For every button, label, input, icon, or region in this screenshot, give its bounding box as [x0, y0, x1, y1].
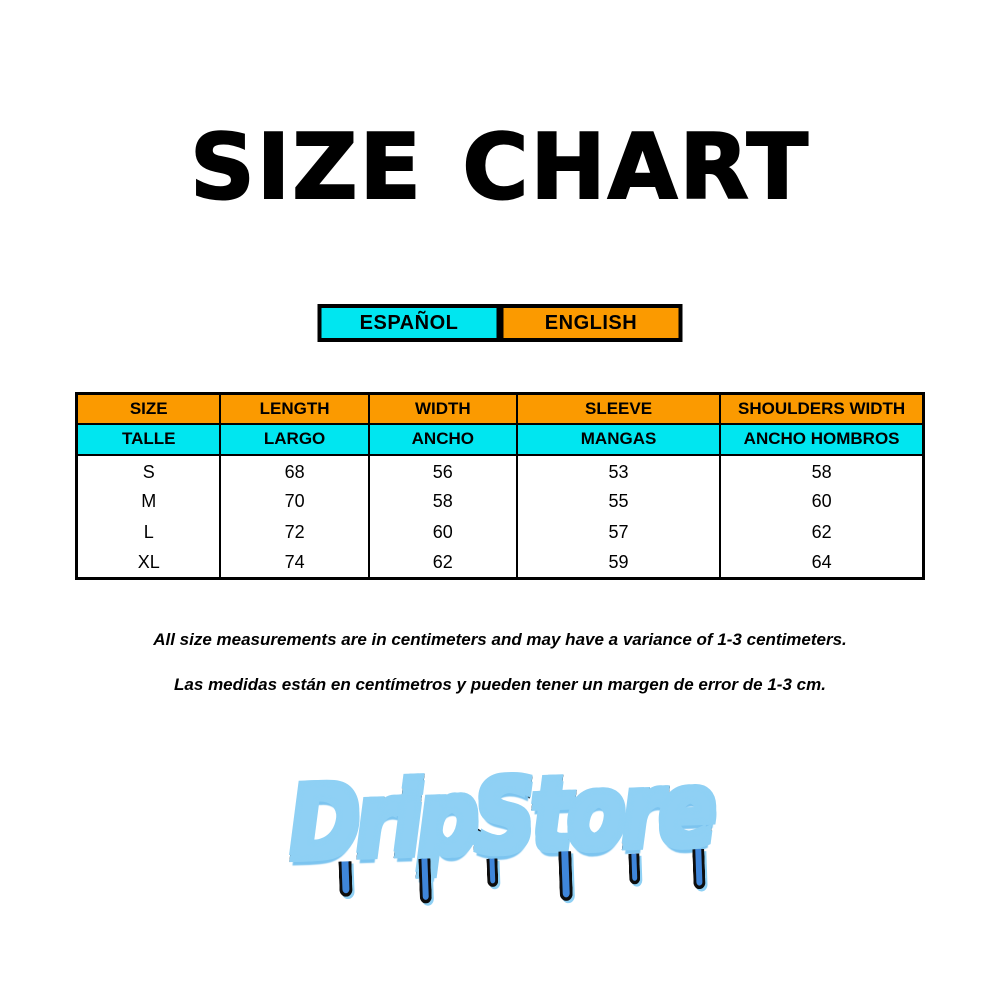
header-talle: TALLE — [76, 423, 221, 456]
cell-size: M — [76, 485, 221, 517]
size-table: SIZE LENGTH WIDTH SLEEVE SHOULDERS WIDTH… — [75, 392, 925, 580]
cell-shoulders: 62 — [719, 516, 924, 548]
cell-width: 58 — [367, 485, 517, 517]
table-row-l: L 72 60 57 62 — [76, 516, 924, 548]
table-header-spanish: TALLE LARGO ANCHO MANGAS ANCHO HOMBROS — [76, 423, 924, 456]
logo-drip — [691, 848, 706, 890]
logo-drip — [557, 851, 573, 902]
cell-length: 74 — [219, 547, 369, 579]
header-shoulders-width: SHOULDERS WIDTH — [719, 393, 924, 425]
cell-sleeve: 57 — [515, 516, 721, 548]
cell-size: XL — [76, 547, 221, 579]
header-ancho: ANCHO — [367, 423, 517, 456]
table-header-english: SIZE LENGTH WIDTH SLEEVE SHOULDERS WIDTH — [76, 393, 924, 425]
logo-drip — [628, 853, 641, 885]
header-ancho-hombros: ANCHO HOMBROS — [719, 423, 924, 456]
cell-width: 62 — [367, 547, 517, 579]
header-mangas: MANGAS — [515, 423, 721, 456]
brand-logo-wrap: DripStore — [284, 745, 716, 904]
size-table-container: SIZE LENGTH WIDTH SLEEVE SHOULDERS WIDTH… — [75, 392, 925, 580]
cell-sleeve: 55 — [515, 485, 721, 517]
header-largo: LARGO — [219, 423, 369, 456]
logo-drip — [418, 858, 432, 904]
cell-length: 68 — [219, 454, 369, 486]
language-toggle: ESPAÑOL ENGLISH — [317, 304, 683, 342]
cell-sleeve: 59 — [515, 547, 721, 579]
table-row-xl: XL 74 62 59 64 — [76, 547, 924, 579]
cell-size: S — [76, 454, 221, 486]
header-width: WIDTH — [367, 393, 517, 425]
espanol-tab[interactable]: ESPAÑOL — [321, 308, 497, 338]
note-english: All size measurements are in centimeters… — [153, 630, 847, 649]
cell-shoulders: 60 — [719, 485, 924, 517]
cell-width: 60 — [367, 516, 517, 548]
cell-length: 72 — [219, 516, 369, 548]
brand-logo: DripStore — [0, 748, 1000, 904]
cell-width: 56 — [367, 454, 517, 486]
cell-shoulders: 64 — [719, 547, 924, 579]
header-size: SIZE — [76, 393, 221, 425]
cell-length: 70 — [219, 485, 369, 517]
logo-drip — [338, 861, 353, 897]
header-length: LENGTH — [219, 393, 369, 425]
page-title: SIZE CHART — [189, 115, 811, 220]
cell-sleeve: 53 — [515, 454, 721, 486]
cell-size: L — [76, 516, 221, 548]
note-spanish: Las medidas están en centímetros y puede… — [174, 675, 826, 694]
header-sleeve: SLEEVE — [515, 393, 721, 425]
logo-drip — [486, 858, 499, 888]
cell-shoulders: 58 — [719, 454, 924, 486]
english-tab[interactable]: ENGLISH — [503, 308, 679, 338]
table-row-m: M 70 58 55 60 — [76, 485, 924, 517]
table-row-s: S 68 56 53 58 — [76, 454, 924, 486]
